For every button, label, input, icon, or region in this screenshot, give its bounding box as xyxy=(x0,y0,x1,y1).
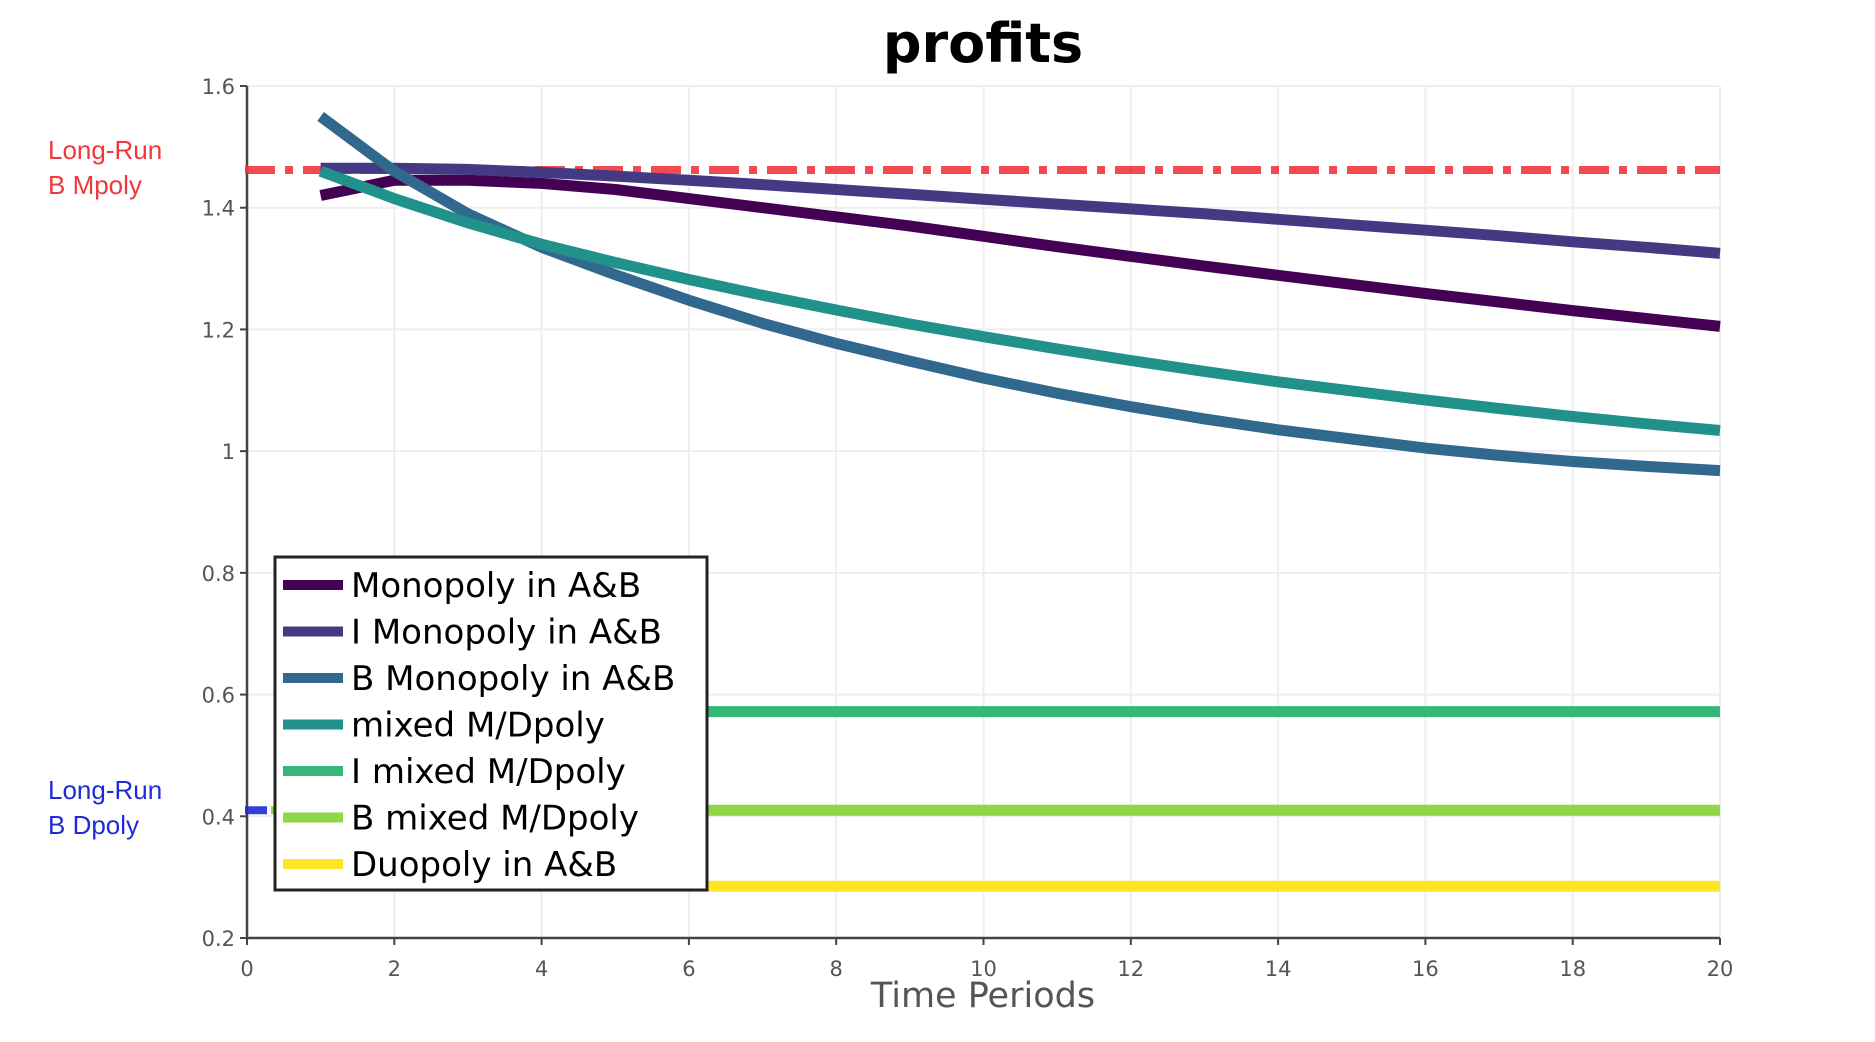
x-tick-label: 2 xyxy=(388,957,401,981)
x-tick-label: 8 xyxy=(830,957,843,981)
reference-label-line2: B Dpoly xyxy=(48,810,139,840)
reference-label-line2: B Mpoly xyxy=(48,170,142,200)
legend-label: B mixed M/Dpoly xyxy=(351,799,639,839)
chart-title: profits xyxy=(883,12,1083,75)
x-tick-label: 14 xyxy=(1265,957,1292,981)
y-tick-label: 0.2 xyxy=(202,927,235,951)
legend-box xyxy=(273,555,709,892)
y-tick-label: 1.6 xyxy=(202,75,235,99)
legend-label: I Monopoly in A&B xyxy=(351,613,662,653)
legend-label: I mixed M/Dpoly xyxy=(351,752,626,792)
y-tick-label: 1 xyxy=(222,440,235,464)
x-tick-label: 10 xyxy=(970,957,997,981)
x-tick-label: 4 xyxy=(535,957,548,981)
series-line-1 xyxy=(319,174,1721,332)
y-tick-label: 0.4 xyxy=(202,805,235,829)
legend-label: Monopoly in A&B xyxy=(351,566,641,606)
x-axis-title: Time Periods xyxy=(870,976,1095,1016)
x-tick-label: 12 xyxy=(1117,957,1144,981)
x-tick-label: 6 xyxy=(682,957,695,981)
reference-label-line1: Long-Run xyxy=(48,135,162,165)
y-tick-label: 1.4 xyxy=(202,197,235,221)
series-line-2 xyxy=(320,162,1721,259)
x-tick-label: 18 xyxy=(1559,957,1586,981)
reference-label-line1: Long-Run xyxy=(48,775,162,805)
legend: Monopoly in A&B I Monopoly in A&B B Monopo… xyxy=(273,555,709,892)
legend-label: B Monopoly in A&B xyxy=(351,659,675,699)
y-tick-label: 0.8 xyxy=(202,562,235,586)
x-tick-label: 20 xyxy=(1707,957,1734,981)
y-tick-label: 0.6 xyxy=(202,684,235,708)
legend-label: mixed M/Dpoly xyxy=(351,706,605,746)
x-tick-label: 16 xyxy=(1412,957,1439,981)
x-tick-label: 0 xyxy=(240,957,253,981)
y-tick-label: 1.2 xyxy=(202,318,235,342)
series-line-4 xyxy=(318,166,1721,436)
legend-label: Duopoly in A&B xyxy=(351,845,617,885)
axes-layer: 0 2 4 6 8 10 12 14 16 18 20 0.2 0.4 0.6 0.8 1 1.2 1.4 1.6 xyxy=(202,75,1734,981)
